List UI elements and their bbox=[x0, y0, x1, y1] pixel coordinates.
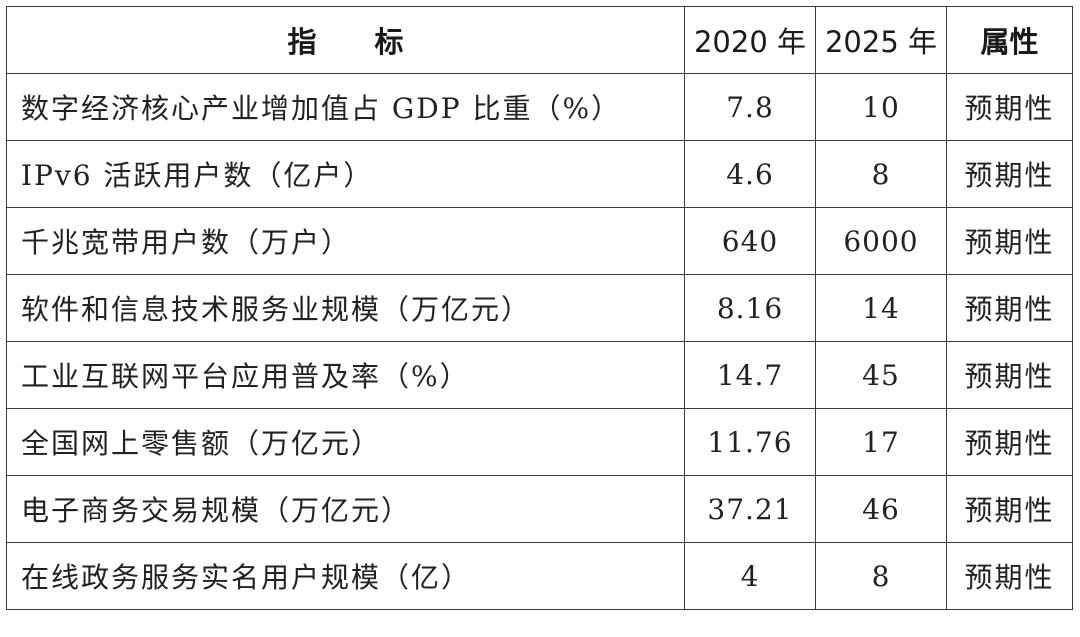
indicator-table-container: 指标 2020 年 2025 年 属性 数字经济核心产业增加值占 GDP 比重（… bbox=[6, 6, 1073, 610]
cell-attribute: 预期性 bbox=[946, 140, 1073, 208]
cell-value-2020: 11.76 bbox=[684, 408, 816, 476]
cell-attribute: 预期性 bbox=[946, 207, 1073, 275]
table-row: 在线政务服务实名用户规模（亿） 4 8 预期性 bbox=[6, 542, 1073, 610]
cell-value-2020: 8.16 bbox=[684, 274, 816, 342]
cell-value-2020: 640 bbox=[684, 207, 816, 275]
table-row: 全国网上零售额（万亿元） 11.76 17 预期性 bbox=[6, 408, 1073, 476]
table-row: 千兆宽带用户数（万户） 640 6000 预期性 bbox=[6, 207, 1073, 275]
cell-indicator: 电子商务交易规模（万亿元） bbox=[6, 475, 685, 543]
cell-value-2020: 4 bbox=[684, 542, 816, 610]
cell-value-2020: 37.21 bbox=[684, 475, 816, 543]
table-header-row: 指标 2020 年 2025 年 属性 bbox=[6, 6, 1073, 74]
cell-indicator: 全国网上零售额（万亿元） bbox=[6, 408, 685, 476]
header-indicator: 指标 bbox=[6, 6, 685, 74]
cell-indicator: 数字经济核心产业增加值占 GDP 比重（%） bbox=[6, 73, 685, 141]
table-row: 软件和信息技术服务业规模（万亿元） 8.16 14 预期性 bbox=[6, 274, 1073, 342]
header-year-2020: 2020 年 bbox=[684, 6, 816, 74]
cell-indicator: 工业互联网平台应用普及率（%） bbox=[6, 341, 685, 409]
table-row: IPv6 活跃用户数（亿户） 4.6 8 预期性 bbox=[6, 140, 1073, 208]
cell-indicator: 软件和信息技术服务业规模（万亿元） bbox=[6, 274, 685, 342]
cell-attribute: 预期性 bbox=[946, 542, 1073, 610]
cell-attribute: 预期性 bbox=[946, 73, 1073, 141]
table-row: 电子商务交易规模（万亿元） 37.21 46 预期性 bbox=[6, 475, 1073, 543]
cell-attribute: 预期性 bbox=[946, 274, 1073, 342]
cell-value-2025: 45 bbox=[815, 341, 947, 409]
cell-value-2025: 14 bbox=[815, 274, 947, 342]
cell-indicator: 在线政务服务实名用户规模（亿） bbox=[6, 542, 685, 610]
header-attribute: 属性 bbox=[946, 6, 1073, 74]
cell-attribute: 预期性 bbox=[946, 408, 1073, 476]
cell-value-2025: 10 bbox=[815, 73, 947, 141]
cell-value-2020: 4.6 bbox=[684, 140, 816, 208]
cell-value-2025: 6000 bbox=[815, 207, 947, 275]
cell-value-2025: 8 bbox=[815, 542, 947, 610]
cell-attribute: 预期性 bbox=[946, 341, 1073, 409]
cell-value-2025: 46 bbox=[815, 475, 947, 543]
table-row: 工业互联网平台应用普及率（%） 14.7 45 预期性 bbox=[6, 341, 1073, 409]
cell-attribute: 预期性 bbox=[946, 475, 1073, 543]
cell-value-2025: 17 bbox=[815, 408, 947, 476]
table-row: 数字经济核心产业增加值占 GDP 比重（%） 7.8 10 预期性 bbox=[6, 73, 1073, 141]
cell-indicator: IPv6 活跃用户数（亿户） bbox=[6, 140, 685, 208]
indicator-table: 指标 2020 年 2025 年 属性 数字经济核心产业增加值占 GDP 比重（… bbox=[6, 6, 1073, 610]
cell-value-2020: 7.8 bbox=[684, 73, 816, 141]
cell-indicator: 千兆宽带用户数（万户） bbox=[6, 207, 685, 275]
cell-value-2025: 8 bbox=[815, 140, 947, 208]
header-year-2025: 2025 年 bbox=[815, 6, 947, 74]
cell-value-2020: 14.7 bbox=[684, 341, 816, 409]
